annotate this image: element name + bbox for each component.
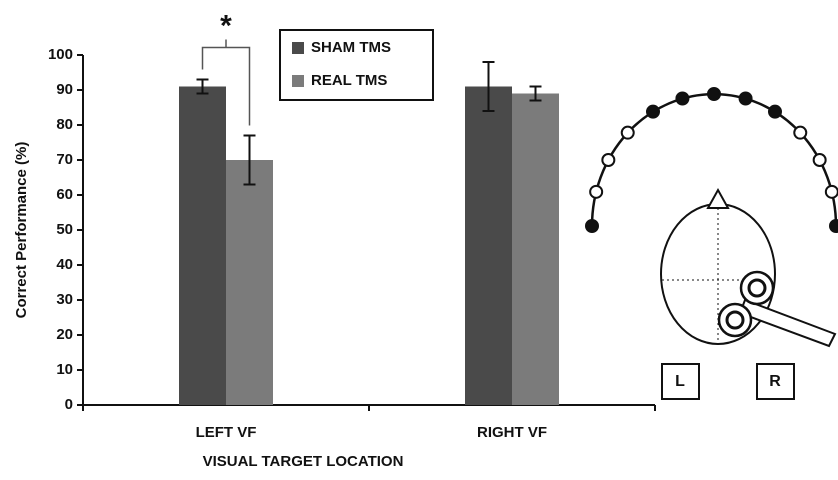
target-dot <box>675 91 690 106</box>
legend-label: REAL TMS <box>311 72 387 89</box>
legend: SHAM TMS REAL TMS <box>279 29 434 101</box>
target-dot <box>589 184 604 199</box>
y-tick-label: 100 <box>48 46 73 63</box>
y-tick-label: 20 <box>56 326 73 343</box>
bar <box>179 86 226 405</box>
target-dot <box>601 153 616 167</box>
coil-wing <box>747 278 767 298</box>
target-dot <box>829 219 838 233</box>
target-dot <box>620 125 635 140</box>
y-tick-label: 70 <box>56 151 73 168</box>
error-bar <box>482 61 495 112</box>
legend-swatch <box>292 42 304 54</box>
y-tick-label: 80 <box>56 116 73 133</box>
x-axis-title: VISUAL TARGET LOCATION <box>203 453 404 470</box>
x-tick-label: RIGHT VF <box>477 424 547 441</box>
x-tick-label: LEFT VF <box>196 424 257 441</box>
error-bar <box>196 78 209 95</box>
label-box <box>661 363 700 400</box>
y-axis-title: Correct Performance (%) <box>13 142 30 319</box>
tms-diagram: L R <box>585 87 838 400</box>
target-dot <box>793 125 808 140</box>
legend-box <box>279 29 434 101</box>
bar <box>512 93 559 405</box>
y-tick-label: 50 <box>56 221 73 238</box>
y-tick-label: 90 <box>56 81 73 98</box>
y-tick-label: 40 <box>56 256 73 273</box>
error-bar <box>529 85 542 102</box>
y-tick-label: 60 <box>56 186 73 203</box>
target-dot <box>812 153 827 167</box>
bar <box>226 160 273 405</box>
legend-label: SHAM TMS <box>311 39 391 56</box>
y-tick-label: 0 <box>65 396 73 413</box>
target-dot <box>824 184 838 199</box>
label-box <box>756 363 795 400</box>
left-label: L <box>675 373 685 390</box>
y-tick-label: 10 <box>56 361 73 378</box>
y-tick-label: 30 <box>56 291 73 308</box>
target-dot <box>707 87 721 101</box>
nose <box>706 187 730 209</box>
target-dot <box>738 91 753 106</box>
target-dot <box>646 104 660 119</box>
right-label: R <box>769 373 781 390</box>
legend-swatch <box>292 75 304 87</box>
target-dot <box>585 219 599 233</box>
coil-wing <box>725 310 745 330</box>
error-bar <box>243 134 256 186</box>
target-dot <box>768 104 782 119</box>
bar <box>465 86 512 405</box>
significance-mark: * <box>220 9 232 42</box>
